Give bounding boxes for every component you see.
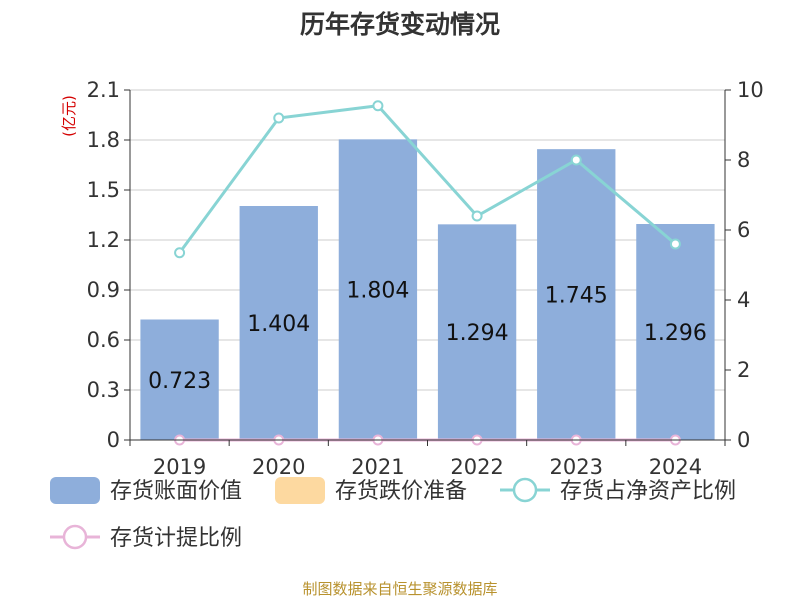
bar	[437, 224, 517, 440]
bar	[338, 139, 418, 441]
y-right-tick-label: 8	[737, 148, 750, 172]
y-left-tick-label: 1.5	[87, 178, 120, 202]
y-left-tick-label: 1.8	[87, 128, 120, 152]
legend-marker	[512, 477, 538, 503]
bar-data-label: 1.294	[446, 321, 509, 346]
x-tick-label: 2021	[351, 455, 404, 479]
series-point	[570, 154, 582, 166]
series-point	[273, 112, 285, 124]
legend-swatch	[275, 477, 325, 504]
y-right-tick-label: 4	[737, 288, 750, 312]
y-left-unit: (亿元)	[60, 95, 78, 137]
gridlines	[130, 89, 725, 391]
y-right-tick-label: 0	[737, 428, 750, 452]
x-tick-label: 2023	[550, 455, 603, 479]
axes: 0 0.3 0.6 0.9 1.2 1.5 1.8 2.1 0 2 4 6 8 10 2019 2020 202…	[87, 78, 764, 479]
bar	[239, 206, 318, 440]
bar-data-label: 1.296	[644, 321, 707, 346]
x-tick-label: 2019	[153, 455, 206, 479]
bar	[140, 319, 219, 440]
y-left-tick-label: 0.9	[87, 278, 120, 302]
legend-label: 存货计提比例	[110, 526, 242, 551]
bar	[636, 224, 715, 440]
bar-data-label: 0.723	[148, 369, 211, 394]
x-tick-label: 2020	[252, 455, 305, 479]
legend-label: 存货占净资产比例	[560, 479, 736, 504]
bar-data-label: 1.804	[346, 279, 409, 304]
y-right-tick-label: 2	[737, 358, 750, 382]
y-right-tick-label: 6	[737, 218, 750, 242]
bar-series: 0.723 1.404 1.804 1.294 1.745 1.296	[140, 139, 715, 441]
legend-label: 存货账面价值	[110, 479, 242, 504]
series-point	[669, 238, 681, 250]
series-line	[178, 104, 677, 254]
y-left-tick-label: 0	[107, 428, 120, 452]
x-tick-label: 2022	[450, 455, 503, 479]
y-left-tick-label: 0.3	[87, 378, 120, 402]
legend-marker	[62, 524, 88, 550]
series-point	[174, 247, 186, 259]
bar-data-label: 1.745	[545, 284, 608, 309]
series-point	[471, 210, 483, 222]
x-tick-label: 2024	[649, 455, 702, 479]
y-left-tick-label: 2.1	[87, 78, 120, 102]
chart-title: 历年存货变动情况	[300, 10, 500, 39]
bar	[537, 149, 616, 440]
y-right-tick-label: 10	[737, 78, 764, 102]
y-left-tick-label: 0.6	[87, 328, 120, 352]
source-note: 制图数据来自恒生聚源数据库	[302, 580, 497, 598]
legend-label: 存货跌价准备	[335, 479, 467, 504]
legend-swatch	[50, 477, 100, 504]
bar-data-label: 1.404	[247, 312, 310, 337]
series-point	[372, 100, 384, 112]
y-left-tick-label: 1.2	[87, 228, 120, 252]
